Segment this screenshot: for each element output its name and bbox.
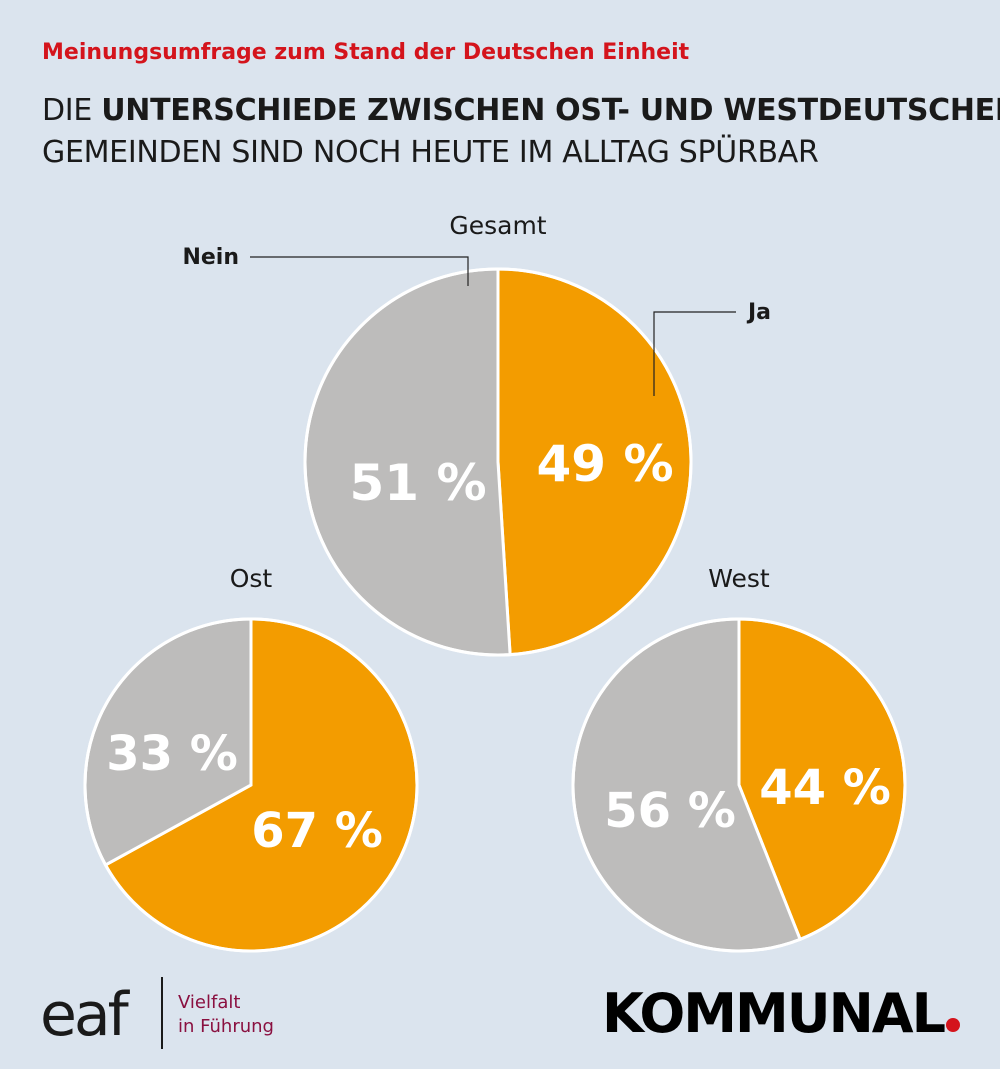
kommunal-dot-icon bbox=[946, 1018, 960, 1032]
pie-value-nein-gesamt: 51 % bbox=[349, 454, 486, 512]
callouts-group: Nein Ja bbox=[182, 245, 771, 396]
eaf-logo: eaf Vielfalt in Führung bbox=[40, 975, 340, 1055]
callout-line-ja bbox=[653, 311, 736, 396]
pie-title-west: West bbox=[708, 564, 770, 593]
headline: DIE UNTERSCHIEDE ZWISCHEN OST- UND WESTD… bbox=[42, 90, 1000, 174]
kommunal-logo: KOMMUNAL bbox=[602, 984, 960, 1044]
callout-line-nein bbox=[250, 256, 469, 286]
headline-prefix: DIE bbox=[42, 93, 102, 128]
pie-value-nein-west: 56 % bbox=[604, 783, 736, 839]
pie-value-ja-ost: 67 % bbox=[251, 803, 383, 859]
pie-outline-ost bbox=[83, 617, 419, 953]
headline-line-2: GEMEINDEN SIND NOCH HEUTE IM ALLTAG SPÜR… bbox=[42, 135, 819, 170]
pie-title-ost: Ost bbox=[230, 564, 273, 593]
kicker: Meinungsumfrage zum Stand der Deutschen … bbox=[42, 40, 690, 65]
pie-value-ja-west: 44 % bbox=[759, 760, 891, 816]
pie-value-nein-ost: 33 % bbox=[106, 726, 238, 782]
headline-bold: UNTERSCHIEDE ZWISCHEN OST- UND WESTDEUTS… bbox=[101, 93, 1000, 128]
pie-outline-gesamt bbox=[303, 267, 693, 657]
kommunal-logo-text: KOMMUNAL bbox=[601, 982, 946, 1045]
headline-line-1: DIE UNTERSCHIEDE ZWISCHEN OST- UND WESTD… bbox=[42, 90, 1000, 132]
pies-group: Gesamt 49 % 51 % Ost 67 %33 % West 44 % 56 % bbox=[83, 211, 907, 953]
eaf-logo-divider bbox=[161, 977, 163, 1049]
eaf-tagline: Vielfalt in Führung bbox=[178, 991, 274, 1039]
eaf-logo-mark: eaf bbox=[40, 980, 129, 1050]
legend-label-nein: Nein bbox=[182, 245, 239, 270]
pie-outline-west bbox=[571, 617, 907, 953]
eaf-tagline-line-2: in Führung bbox=[178, 1016, 274, 1037]
legend-label-ja: Ja bbox=[746, 300, 771, 325]
pie-value-ja-gesamt: 49 % bbox=[536, 435, 673, 493]
eaf-tagline-line-1: Vielfalt bbox=[178, 992, 241, 1013]
pie-title-gesamt: Gesamt bbox=[449, 211, 546, 240]
